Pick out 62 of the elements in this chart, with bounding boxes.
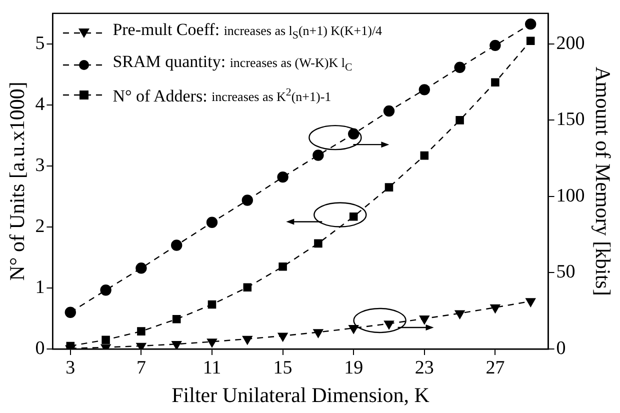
x-tick-label: 15 (273, 357, 292, 378)
y2-tick-label: 100 (556, 185, 585, 206)
point (314, 239, 322, 248)
y-tick-label: 1 (35, 276, 45, 298)
point (278, 262, 287, 271)
point (137, 327, 146, 336)
point (102, 336, 110, 344)
point (64, 306, 76, 318)
y-axis-title: N° of Units [a.u.x1000] (5, 82, 30, 281)
point (172, 314, 181, 324)
point (136, 262, 147, 274)
y2-tick-label: 0 (556, 338, 566, 359)
point (242, 194, 253, 206)
point (348, 325, 359, 334)
x-axis-title: Filter Unilateral Dimension, K (172, 382, 430, 407)
legend-label: Pre-mult Coeff: increases as l$_{S}$(n+1) K(K+1)/4 (112, 19, 382, 44)
point (312, 150, 324, 161)
point (454, 62, 466, 73)
point (207, 338, 217, 348)
y-tick-label: 3 (35, 154, 45, 176)
point (526, 298, 536, 307)
point (242, 336, 252, 345)
point (277, 171, 288, 183)
point (348, 128, 360, 140)
point (490, 40, 501, 52)
x-tick-label: 11 (202, 357, 222, 378)
y-tick-label: 4 (35, 94, 46, 115)
x-tick-label: 3 (66, 357, 76, 378)
point (100, 284, 112, 296)
point (456, 116, 464, 124)
point (171, 240, 182, 251)
y2-tick-label: 150 (556, 109, 585, 130)
y-tick-label: 0 (35, 338, 45, 359)
x-tick-label: 27 (486, 357, 505, 378)
point (384, 183, 394, 192)
x-tick-label: 23 (414, 357, 434, 378)
x-tick-label: 19 (344, 357, 364, 378)
x-tick-label: 7 (136, 357, 146, 378)
point (420, 151, 429, 160)
y2-tick-label: 50 (556, 262, 576, 283)
y2-tick-label: 200 (556, 32, 585, 54)
point (454, 310, 465, 319)
point (349, 212, 358, 221)
point (206, 216, 218, 228)
y2-axis-title: Amount of Memory [kbits] (590, 66, 615, 296)
point (419, 316, 430, 324)
point (208, 300, 216, 309)
point (491, 78, 500, 86)
point (384, 320, 394, 330)
point (490, 304, 500, 314)
point (313, 329, 324, 338)
point (172, 341, 182, 349)
y-tick-label: 2 (35, 216, 45, 237)
point (278, 332, 288, 342)
point (383, 105, 395, 117)
point (418, 84, 430, 96)
legend-label: SRAM quantity: increases as (W-K)K l$_{C}$ (112, 50, 352, 76)
point (525, 18, 536, 30)
point (526, 36, 535, 45)
legend-label: N° of Adders: increases as K$^{2}$(n+1)-1 (112, 84, 332, 107)
point (243, 283, 252, 292)
y-tick-label: 5 (35, 32, 45, 54)
